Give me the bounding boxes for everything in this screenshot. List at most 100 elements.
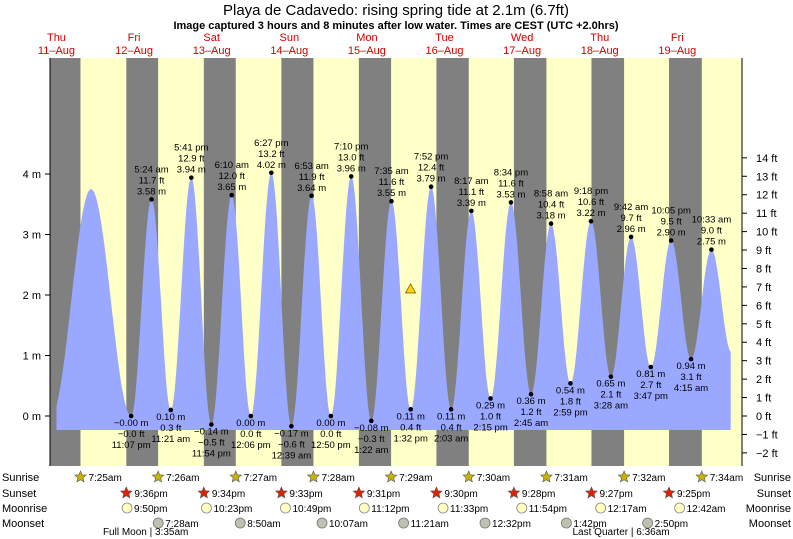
low-tide-label: 2:45 am <box>514 418 548 429</box>
right-tick-label: 12 ft <box>756 190 777 202</box>
plot-area: 0 m 1 m 2 m 3 m 4 m −2 ft −1 ft 0 ft 1 ft 2 ft 3 f… <box>23 58 778 466</box>
low-tide-dot <box>608 374 614 379</box>
low-tide-label: 0.11 m <box>437 411 465 422</box>
low-tide-dot <box>328 413 334 419</box>
sunrise-time: 7:31am <box>554 473 587 484</box>
day-date: 15–Aug <box>348 45 386 57</box>
right-tick-label: 6 ft <box>756 300 771 312</box>
day-name: Sun <box>280 32 300 44</box>
low-tide-dot <box>128 413 134 419</box>
moonset-time: 1:42pm <box>573 519 606 530</box>
row-label-right: Moonset <box>749 518 791 530</box>
high-tide-label: 6:10 am <box>215 160 249 171</box>
high-tide-label: 11.7 ft <box>139 175 165 186</box>
moonset-icon <box>479 517 491 529</box>
low-tide-dot <box>448 407 454 412</box>
low-tide-label: 12:39 am <box>272 450 312 461</box>
moonrise-time: 10:23pm <box>213 504 252 515</box>
low-tide-label: 1:22 am <box>354 445 388 456</box>
sunrise-time: 7:29am <box>399 473 432 484</box>
low-tide-label: 11:54 pm <box>192 448 231 459</box>
low-tide-label: −0.08 m <box>354 423 389 434</box>
day-name: Wed <box>511 32 533 44</box>
low-tide-label: 0.11 m <box>397 411 425 422</box>
left-tick-label: 3 m <box>23 230 41 242</box>
sunset-icon <box>507 486 521 499</box>
row-label-left: Moonrise <box>2 503 47 515</box>
left-tick-label: 1 m <box>23 351 41 363</box>
day-name: Mon <box>356 32 377 44</box>
row-label-left: Sunset <box>2 488 36 500</box>
low-tide-label: 11:07 pm <box>112 440 151 451</box>
day-date: 12–Aug <box>115 45 153 57</box>
low-tide-label: 12:50 pm <box>311 440 351 451</box>
high-tide-label: 10:33 am <box>692 215 732 226</box>
right-tick-label: 2 ft <box>756 374 771 386</box>
sunset-time: 9:31pm <box>367 489 400 500</box>
sunset-time: 9:34pm <box>212 489 245 500</box>
sunrise-icon <box>384 470 398 483</box>
right-tick-label: 1 ft <box>756 393 771 405</box>
high-tide-label: 9.7 ft <box>621 213 642 224</box>
high-tide-label: 3.18 m <box>537 211 566 222</box>
low-tide-label: −0.17 m <box>274 428 309 439</box>
sunset-icon <box>274 486 288 499</box>
high-tide-dot <box>389 198 394 204</box>
moonrise-icon <box>280 502 291 514</box>
high-tide-label: 3.58 m <box>137 186 166 197</box>
day-date: 14–Aug <box>270 45 308 57</box>
high-tide-label: 2.96 m <box>617 224 646 235</box>
low-tide-dot <box>528 391 534 397</box>
high-tide-label: 11.6 ft <box>498 178 524 189</box>
row-label-left: Moonset <box>2 518 44 530</box>
high-tide-label: 8:34 pm <box>494 167 528 178</box>
sunrise-icon <box>151 470 165 483</box>
right-tick-label: 5 ft <box>756 319 771 331</box>
high-tide-dot <box>348 174 354 179</box>
day-date: 11–Aug <box>38 45 75 57</box>
low-tide-label: 1.8 ft <box>560 396 581 407</box>
high-tide-label: 12.9 ft <box>178 154 205 165</box>
moonrise-icon <box>358 502 370 514</box>
low-tide-label: 3.1 ft <box>681 372 702 383</box>
low-tide-label: 3:28 am <box>594 401 628 412</box>
moonrise-icon <box>437 502 449 514</box>
sunrise-icon <box>617 470 631 483</box>
low-tide-label: 12:06 pm <box>231 440 271 451</box>
sunset-time: 9:25pm <box>677 489 710 500</box>
right-tick-label: 0 ft <box>756 411 771 423</box>
low-tide-dot <box>568 381 573 386</box>
moonset-time: 2:50pm <box>655 519 688 530</box>
low-tide-label: 0.36 m <box>516 396 545 407</box>
high-tide-label: 3.22 m <box>576 208 605 219</box>
low-tide-label: 0.54 m <box>556 385 585 396</box>
high-tide-dot <box>508 200 514 205</box>
moonset-time: 10:07am <box>329 519 368 530</box>
high-tide-dot <box>548 221 554 226</box>
low-tide-label: 2:15 pm <box>473 422 507 433</box>
row-label-right: Sunset <box>757 488 791 500</box>
low-tide-dot <box>648 364 654 370</box>
sunset-icon <box>662 486 676 499</box>
low-tide-label: 0.65 m <box>596 379 625 390</box>
high-tide-label: 11.9 ft <box>299 172 325 183</box>
moon-phase-label: Full Moon | 3:35am <box>103 527 188 538</box>
low-tide-label: 0.3 ft <box>160 423 181 434</box>
high-tide-label: 9:42 am <box>614 202 648 213</box>
moonrise-icon <box>595 502 607 514</box>
low-tide-label: 2:59 pm <box>553 407 587 418</box>
sunrise-time: 7:25am <box>88 473 121 484</box>
low-tide-label: 0.0 ft <box>240 429 261 440</box>
right-tick-label: 11 ft <box>756 208 777 220</box>
low-tide-dot <box>289 423 294 429</box>
moonset-icon <box>234 517 246 529</box>
day-date: 18–Aug <box>581 45 619 57</box>
high-tide-label: 3.94 m <box>177 165 206 176</box>
sun-moon-rows: Sunrise Sunrise Sunset Sunset Moonrise Moonri… <box>2 470 791 538</box>
sunset-icon <box>352 486 366 499</box>
moonrise-icon <box>201 502 212 514</box>
high-tide-label: 3.55 m <box>377 188 406 199</box>
high-tide-dot <box>269 170 274 176</box>
sunrise-time: 7:27am <box>244 473 277 484</box>
